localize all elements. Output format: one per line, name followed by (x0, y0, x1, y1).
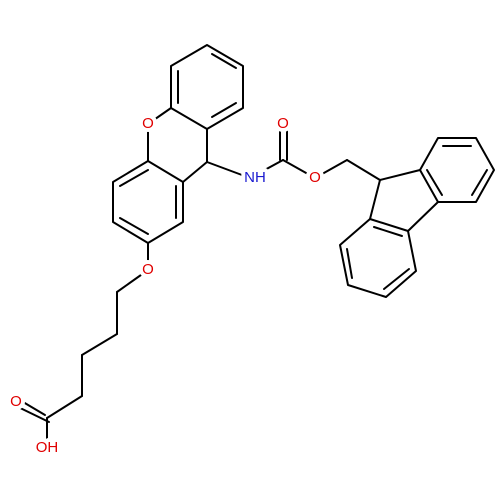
double-bond (471, 169, 488, 196)
bond (379, 169, 421, 181)
benzene-ring (419, 137, 495, 203)
double-bond (17, 398, 46, 416)
bond (407, 201, 439, 232)
benzene-ring (112, 160, 184, 244)
double-bond (119, 217, 149, 235)
atom-label: O (10, 393, 22, 410)
bond (81, 333, 118, 356)
double-bond (383, 268, 410, 290)
bond (346, 159, 381, 181)
bond (182, 161, 208, 183)
benzene-ring (339, 218, 417, 298)
atom-label: O (142, 261, 154, 278)
double-bond (211, 102, 237, 118)
atom-label: O (142, 115, 154, 132)
atom-label: OH (36, 439, 59, 456)
double-bond (211, 53, 237, 69)
double-bond (13, 404, 50, 423)
atom-labels: O NH O O O O OH (6, 111, 325, 460)
double-bond (119, 169, 149, 187)
bonds (13, 44, 495, 448)
bond (314, 159, 348, 179)
bond (369, 179, 381, 220)
bond (116, 269, 149, 293)
atom-label: NH (244, 169, 266, 186)
bond (147, 107, 172, 125)
bond (249, 159, 284, 179)
benzene-ring (170, 44, 244, 130)
atom-label: O (277, 115, 289, 132)
double-bond (373, 226, 403, 237)
atom-label: O (309, 169, 321, 186)
double-bond (346, 248, 353, 279)
bond (282, 159, 316, 179)
bond (46, 395, 83, 419)
double-bond (426, 169, 443, 196)
bond (206, 161, 251, 179)
